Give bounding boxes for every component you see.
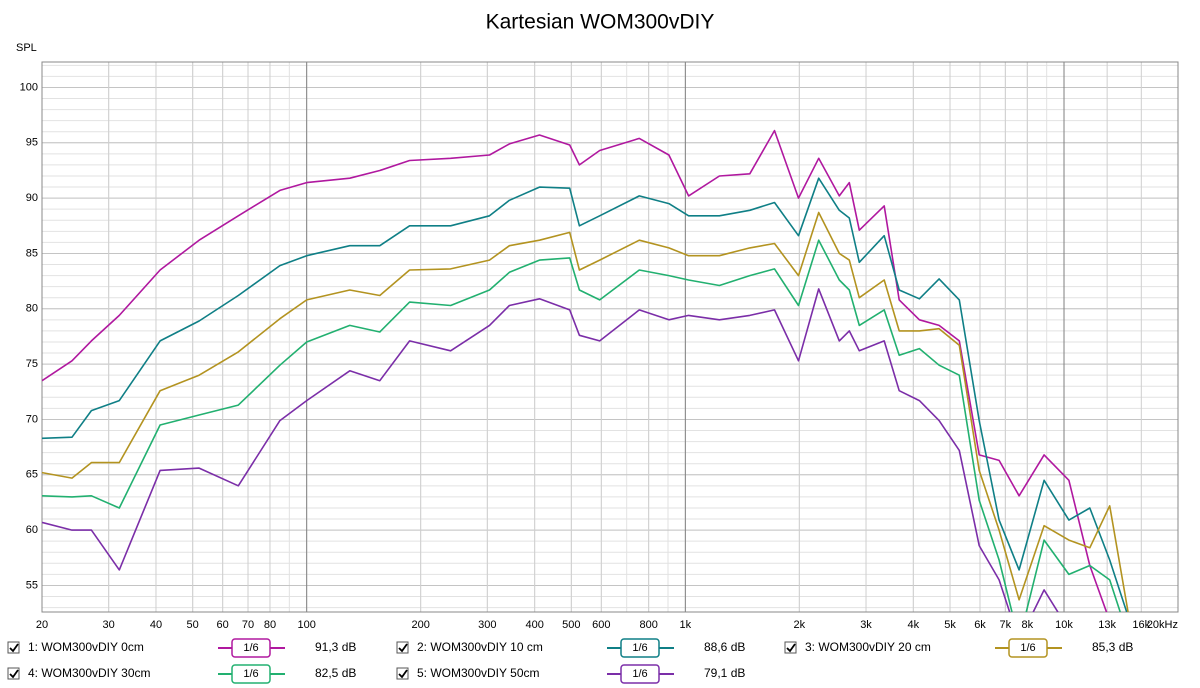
series-line	[42, 129, 1108, 612]
y-tick-label: 95	[26, 137, 38, 149]
y-tick-label: 55	[26, 579, 38, 591]
x-tick-label: 80	[264, 619, 276, 631]
plot-border	[41, 61, 1179, 613]
y-tick-label: 100	[20, 81, 38, 93]
x-tick-label: 20kHz	[1147, 619, 1178, 631]
x-tick-label: 800	[639, 619, 657, 631]
x-tick-label: 70	[242, 619, 254, 631]
x-tick-label: 8k	[1022, 619, 1034, 631]
y-tick-label: 70	[26, 413, 38, 425]
legend-smoothing-box	[231, 638, 271, 658]
y-tick-label: 85	[26, 247, 38, 259]
y-tick-label: 80	[26, 303, 38, 315]
legend-name: 5: WOM300vDIY 50cm	[417, 666, 539, 680]
series-line	[42, 239, 1122, 612]
series-line	[42, 288, 1059, 612]
legend-name: 2: WOM300vDIY 10 cm	[417, 640, 543, 654]
chart-title: Kartesian WOM300vDIY	[486, 11, 715, 34]
x-tick-label: 13k	[1098, 619, 1116, 631]
legend-name: 3: WOM300vDIY 20 cm	[805, 640, 931, 654]
x-tick-label: 600	[592, 619, 610, 631]
legend-name: 4: WOM300vDIY 30cm	[28, 666, 150, 680]
legend-smoothing-box	[1008, 638, 1048, 658]
x-tick-label: 200	[411, 619, 429, 631]
x-tick-label: 50	[187, 619, 199, 631]
legend-checkbox	[7, 667, 20, 680]
legend-check	[398, 643, 408, 653]
legend-check	[398, 669, 408, 679]
series-line	[42, 177, 1128, 612]
legend-checkbox	[396, 641, 409, 654]
x-tick-label: 6k	[974, 619, 986, 631]
x-tick-label: 60	[217, 619, 229, 631]
x-tick-label: 30	[103, 619, 115, 631]
legend-level: 82,5 dB	[315, 666, 356, 680]
x-tick-label: 1k	[680, 619, 692, 631]
y-tick-label: 65	[26, 469, 38, 481]
legend-checkbox	[784, 641, 797, 654]
legend-smoothing: 1/6	[243, 642, 258, 654]
legend-level: 85,3 dB	[1092, 640, 1133, 654]
legend-checkbox	[7, 641, 20, 654]
legend-smoothing: 1/6	[1020, 642, 1035, 654]
legend-check	[9, 669, 19, 679]
x-tick-label: 2k	[794, 619, 806, 631]
legend-smoothing-box	[620, 638, 660, 658]
x-tick-label: 300	[478, 619, 496, 631]
legend-name: 1: WOM300vDIY 0cm	[28, 640, 144, 654]
x-tick-label: 40	[150, 619, 162, 631]
x-tick-label: 4k	[908, 619, 920, 631]
x-tick-label: 10k	[1055, 619, 1073, 631]
x-tick-label: 16k	[1132, 619, 1150, 631]
legend-checkbox	[396, 667, 409, 680]
x-tick-label: 5k	[944, 619, 956, 631]
y-tick-label: 90	[26, 192, 38, 204]
legend-smoothing: 1/6	[632, 642, 647, 654]
y-tick-label: 60	[26, 524, 38, 536]
x-tick-label: 3k	[860, 619, 872, 631]
x-tick-label: 400	[525, 619, 543, 631]
legend-smoothing-box	[620, 664, 660, 684]
x-tick-label: 7k	[1000, 619, 1012, 631]
series-line	[42, 211, 1129, 612]
y-axis-label: SPL	[16, 42, 37, 54]
y-tick-label: 75	[26, 358, 38, 370]
legend-smoothing-box	[231, 664, 271, 684]
x-tick-label: 20	[36, 619, 48, 631]
x-tick-label: 100	[297, 619, 315, 631]
legend-level: 79,1 dB	[704, 666, 745, 680]
legend-check	[786, 643, 796, 653]
legend-smoothing: 1/6	[632, 668, 647, 680]
legend-level: 88,6 dB	[704, 640, 745, 654]
legend-check	[9, 643, 19, 653]
legend-level: 91,3 dB	[315, 640, 356, 654]
x-tick-label: 500	[562, 619, 580, 631]
legend-smoothing: 1/6	[243, 668, 258, 680]
